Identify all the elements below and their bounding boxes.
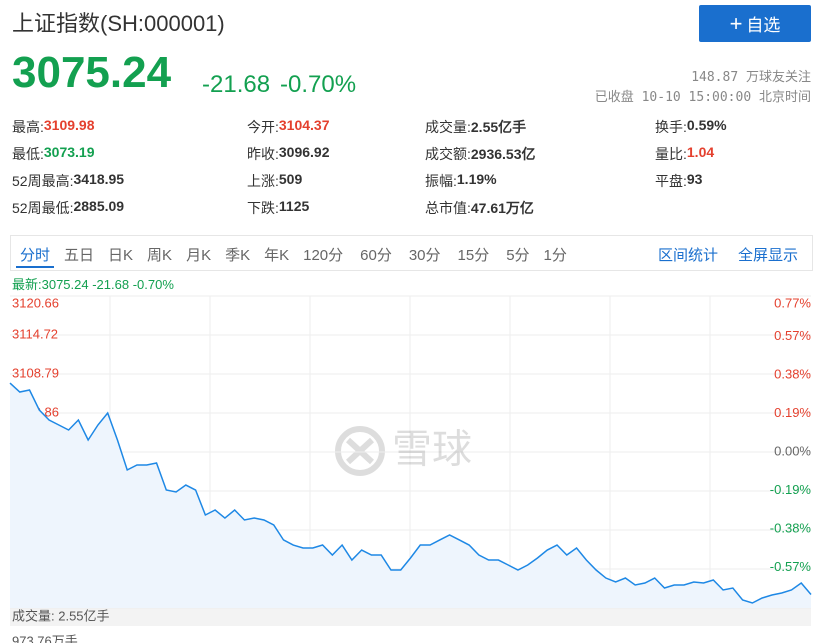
y-tick-label: 3108.79 [12, 365, 59, 380]
tab-underline [16, 266, 55, 268]
stat-label: 量比: [655, 146, 687, 162]
tab[interactable]: 30分 [408, 247, 441, 264]
change-pct: -0.70% [280, 71, 357, 98]
stat-label: 成交量: [425, 119, 471, 135]
tool[interactable]: 全屏显示 [738, 247, 799, 264]
chart-info: 最新:3075.24 -21.68 -0.70% [12, 277, 174, 292]
stat-label: 52周最低: [12, 200, 74, 216]
stat-label: 振幅: [425, 173, 457, 189]
chart: 3073.193079.123085.053090.993096.923102.… [9, 295, 812, 643]
tab[interactable]: 日K [108, 247, 134, 264]
area [10, 383, 811, 608]
tab[interactable]: 分时 [20, 247, 51, 264]
stat-label: 昨收: [247, 146, 279, 162]
watermark [335, 426, 385, 476]
stat-value: 1125 [278, 198, 310, 214]
tab[interactable]: 120分 [303, 247, 344, 264]
add-button[interactable]: + 自选 [699, 5, 811, 42]
stat-label: 52周最高: [12, 173, 74, 189]
stat-label: 平盘: [655, 173, 687, 189]
stat-label: 下跌: [247, 200, 279, 216]
title: 上证指数(SH:000001) [12, 11, 225, 36]
stat-value: 509 [278, 171, 303, 187]
plus-icon: + [729, 10, 743, 36]
tool[interactable]: 区间统计 [658, 247, 719, 264]
tab[interactable]: 五日 [64, 247, 95, 264]
stat-value: 3418.95 [73, 171, 125, 187]
tab-bar [10, 235, 813, 271]
stat-value: 3073.19 [43, 144, 95, 160]
stat-label: 上涨: [247, 173, 279, 189]
stat-value: 1.04 [686, 144, 715, 160]
stat-value: 3096.92 [278, 144, 330, 160]
y2-tick-label: 0.19% [774, 405, 811, 420]
stat-value: 3109.98 [43, 117, 95, 133]
stat-value: 3104.37 [278, 117, 330, 133]
stat-label: 总市值: [425, 200, 471, 216]
followers: 148.87 万球友关注 [691, 70, 811, 85]
y2-tick-label: -0.19% [770, 482, 812, 497]
stat-label: 成交额: [425, 146, 471, 162]
y2-tick-label: -0.57% [770, 559, 812, 574]
watermark-text: 雪球 [392, 428, 472, 472]
change: -21.68 [202, 71, 271, 98]
stat-value: 2.55亿手 [470, 119, 527, 135]
stat-value: 93 [686, 171, 703, 187]
y-tick-label: 3120.66 [12, 295, 59, 310]
y2-tick-label: 0.57% [774, 328, 811, 343]
tab[interactable]: 15分 [457, 247, 490, 264]
stat-value: 47.61万亿 [470, 200, 534, 216]
tab[interactable]: 周K [147, 247, 173, 264]
volume-label: 成交量: 2.55亿手 [12, 608, 110, 623]
stat-value: 1.19% [456, 171, 497, 187]
tab[interactable]: 60分 [360, 247, 392, 264]
stat-value: 2885.09 [73, 198, 125, 214]
stat-label: 最低: [12, 146, 44, 162]
stat-label: 今开: [247, 119, 279, 135]
y2-tick-label: 0.00% [774, 443, 811, 458]
stat-label: 换手: [655, 119, 687, 135]
price: 3075.24 [12, 48, 172, 97]
y2-tick-label: 0.77% [774, 295, 811, 310]
stat-label: 最高: [12, 119, 44, 135]
stat-value: 2936.53亿 [470, 146, 536, 162]
y2-tick-label: -0.38% [770, 520, 812, 535]
tab[interactable]: 季K [225, 247, 251, 264]
volume-bar [10, 608, 811, 626]
y2-tick-label: 0.38% [774, 366, 811, 381]
line [9, 382, 812, 604]
volume-tick: 973.76万手 [12, 633, 78, 643]
tab[interactable]: 月K [186, 247, 212, 264]
tab[interactable]: 1分 [543, 247, 567, 264]
stat-value: 0.59% [686, 117, 727, 133]
tab[interactable]: 5分 [506, 247, 530, 264]
status: 已收盘 10-10 15:00:00 北京时间 [594, 90, 811, 105]
y-tick-label: 3114.72 [12, 326, 58, 341]
tab[interactable]: 年K [264, 247, 290, 264]
button-label: 自选 [746, 16, 781, 35]
